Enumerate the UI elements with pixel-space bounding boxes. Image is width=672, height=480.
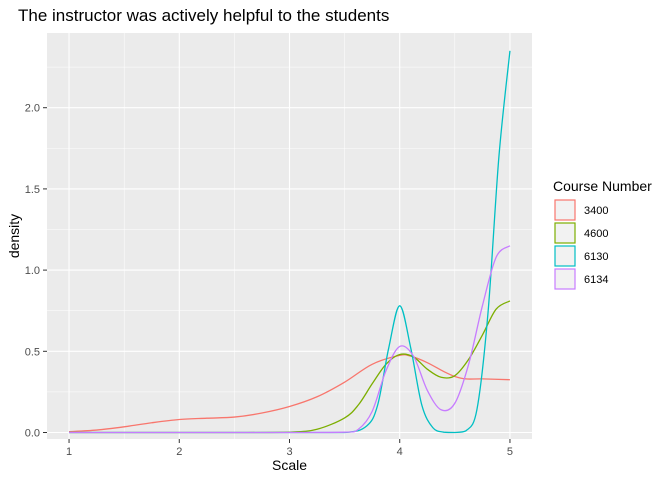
legend-label: 6134 <box>584 274 608 286</box>
y-axis-title: density <box>6 214 22 258</box>
density-lines <box>69 50 511 434</box>
density-line-6134 <box>69 245 511 434</box>
y-tick-label: 1.5 <box>25 184 40 196</box>
legend-item-6134: 6134 <box>554 268 608 290</box>
legend-key-4600 <box>554 222 576 244</box>
legend-title: Course Number <box>553 178 652 194</box>
y-tick-label: 2.0 <box>25 103 40 115</box>
legend-key-3400 <box>554 199 576 221</box>
x-tick-label: 5 <box>507 446 513 458</box>
y-tick-label: 0.5 <box>25 346 40 358</box>
x-tick-label: 1 <box>66 446 72 458</box>
x-axis-title: Scale <box>272 457 307 473</box>
legend: Course Number 3400 4600 6130 6134 <box>553 178 652 290</box>
x-axis-ticks: 1 2 3 4 5 <box>66 439 513 458</box>
legend-key-6134 <box>554 268 576 290</box>
y-axis-ticks: 0.0 0.5 1.0 1.5 2.0 <box>25 103 47 440</box>
legend-label: 4600 <box>584 228 608 240</box>
y-tick-label: 1.0 <box>25 265 40 277</box>
chart-title: The instructor was actively helpful to t… <box>18 6 389 25</box>
legend-item-4600: 4600 <box>554 222 608 244</box>
legend-key-6130 <box>554 245 576 267</box>
legend-item-3400: 3400 <box>554 199 608 221</box>
legend-item-6130: 6130 <box>554 245 608 267</box>
x-tick-label: 2 <box>176 446 182 458</box>
x-tick-label: 3 <box>286 446 292 458</box>
legend-label: 6130 <box>584 251 608 263</box>
x-tick-label: 4 <box>397 446 403 458</box>
y-tick-label: 0.0 <box>25 428 40 440</box>
legend-label: 3400 <box>584 205 608 217</box>
